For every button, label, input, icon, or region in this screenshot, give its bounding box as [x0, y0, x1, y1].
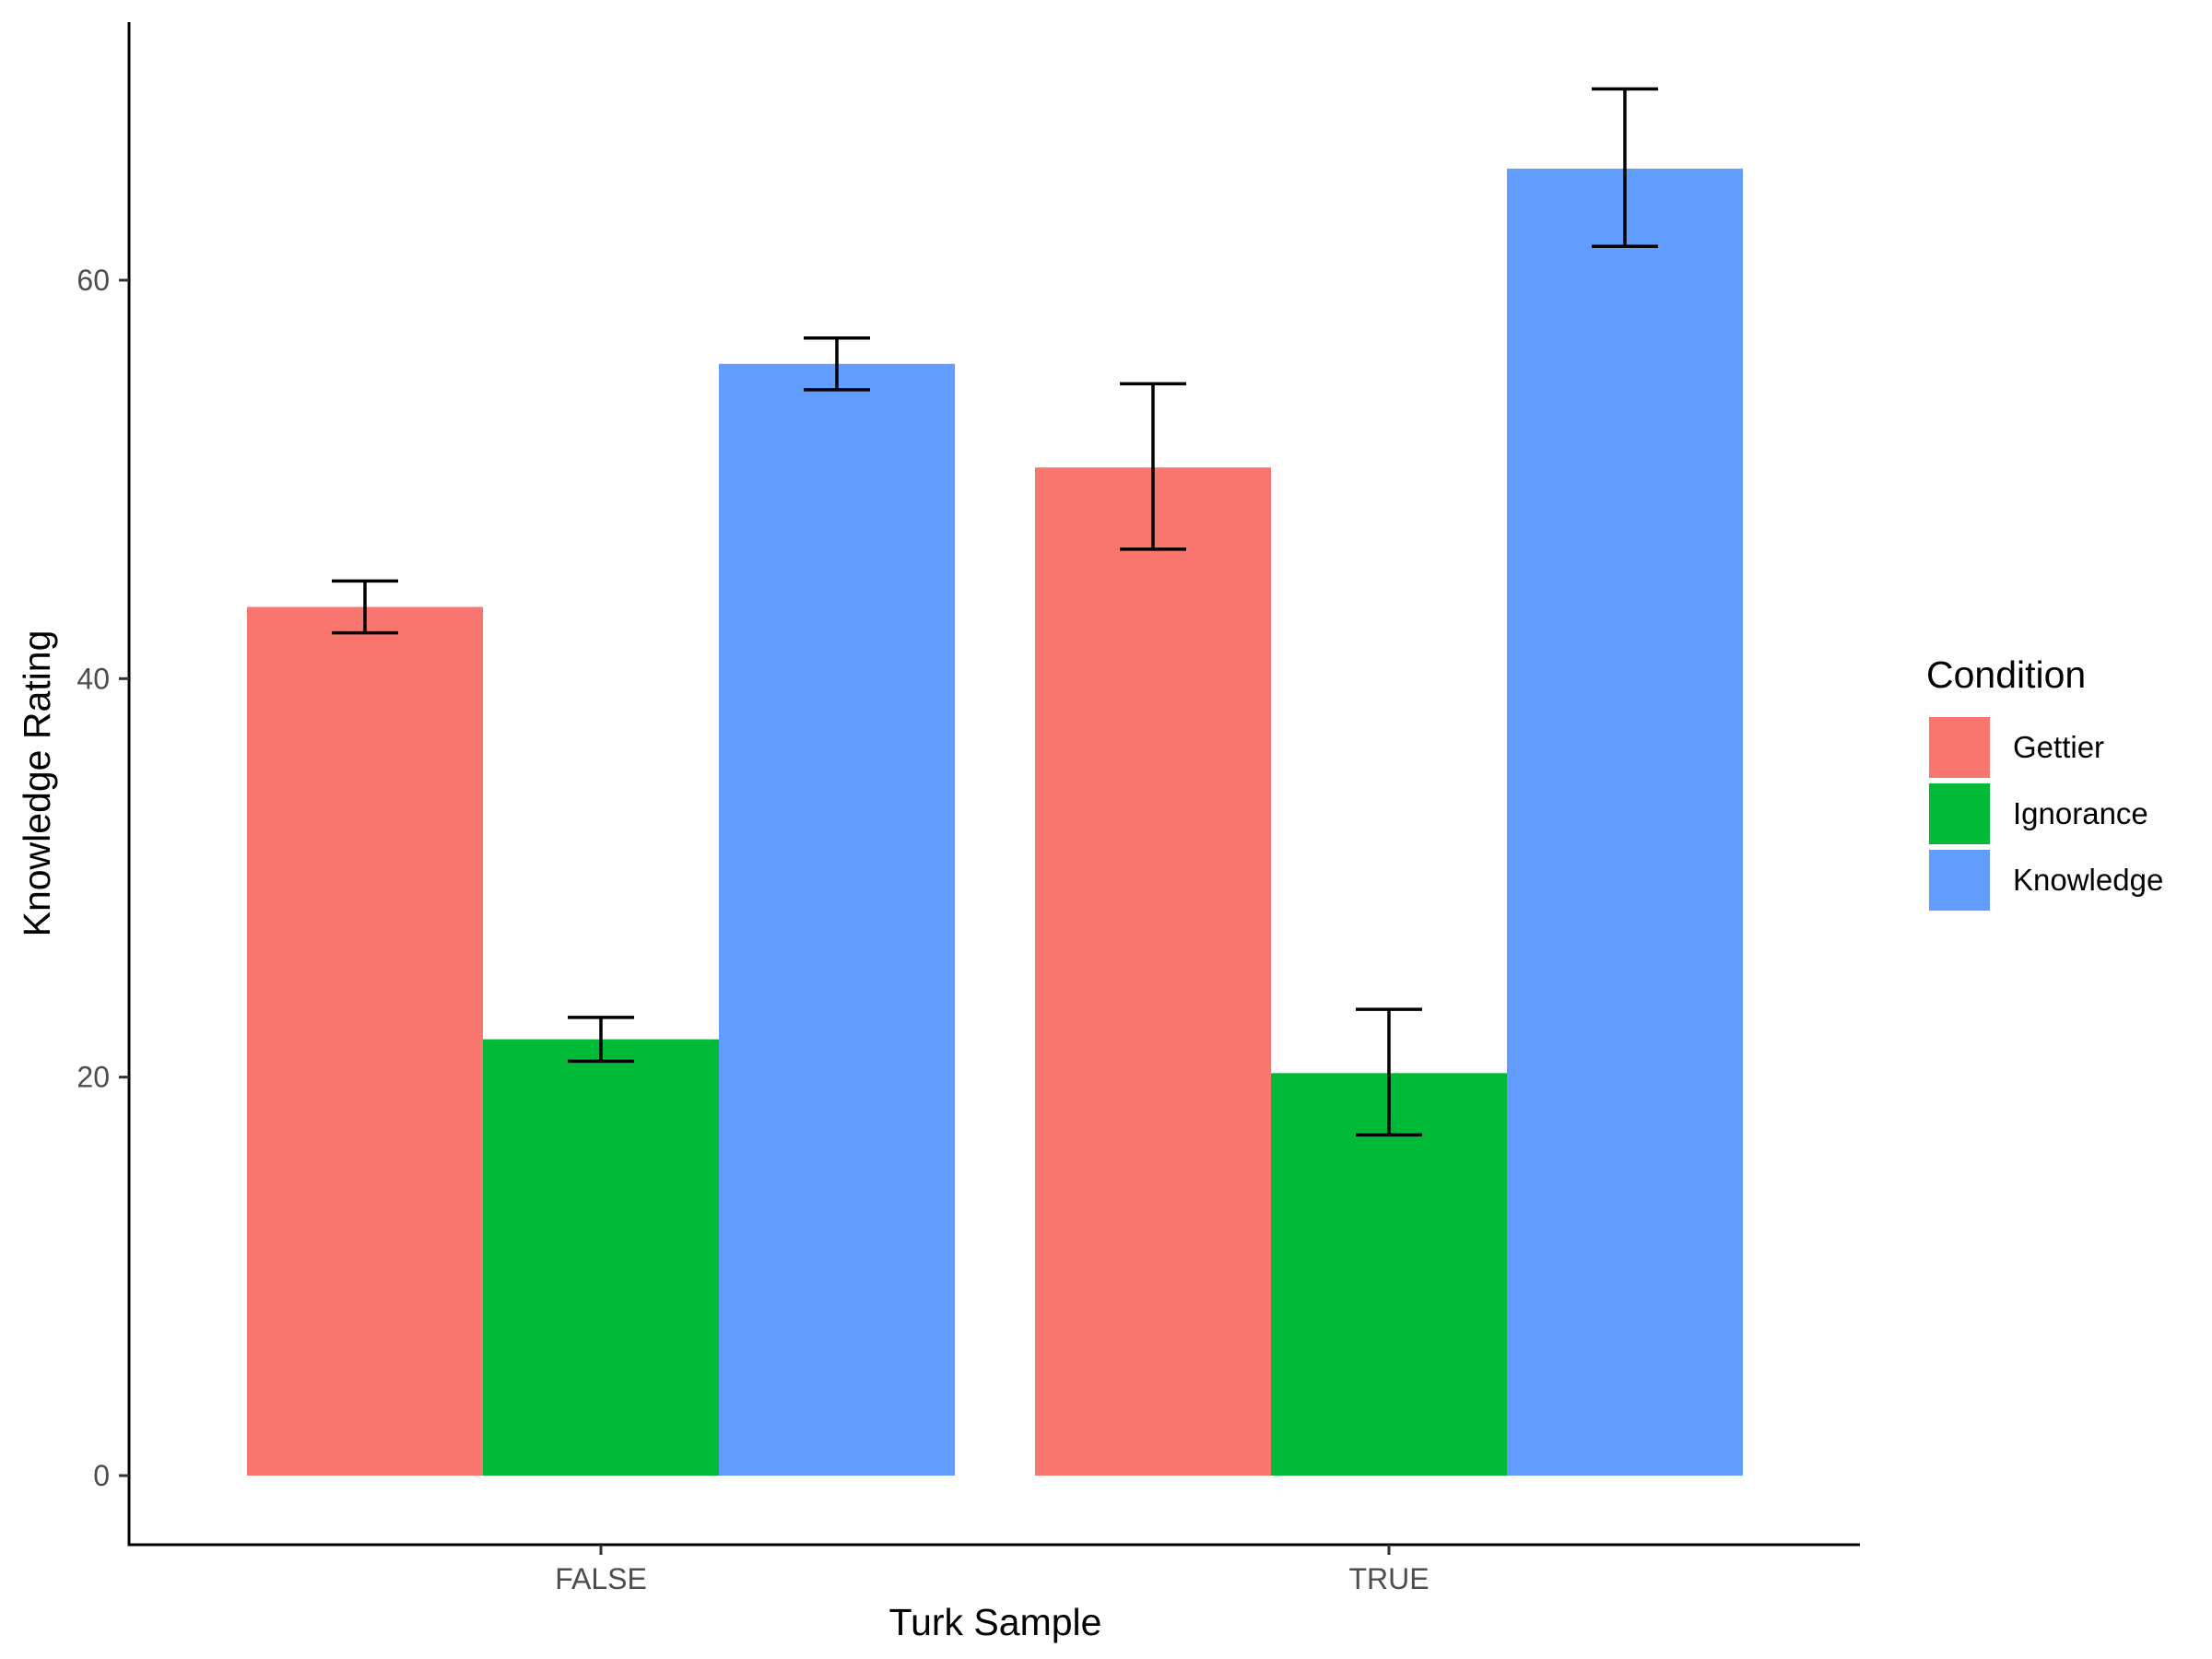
y-axis-title: Knowledge Rating [16, 630, 58, 937]
axes-layer [127, 22, 1860, 1547]
error-bar-ignorance-false [568, 1016, 634, 1064]
y-tick-label: 60 [76, 264, 110, 297]
x-tick-label: FALSE [555, 1562, 647, 1595]
bar-gettier-false [247, 606, 483, 1476]
x-ticks: FALSE TRUE [555, 1545, 1430, 1595]
bar-ignorance-true [1271, 1073, 1507, 1476]
bar-gettier-true [1035, 467, 1271, 1476]
error-bar-gettier-false [332, 579, 398, 635]
error-bar-knowledge-false [804, 335, 870, 392]
error-bar-ignorance-true [1356, 1007, 1422, 1137]
error-bar-gettier-true [1120, 382, 1186, 551]
y-tick-label: 0 [93, 1459, 110, 1492]
x-tick-label: TRUE [1348, 1562, 1429, 1595]
bar-knowledge-true [1507, 168, 1743, 1477]
y-ticks: 0 20 40 60 [76, 264, 129, 1492]
bar-ignorance-false [483, 1039, 719, 1476]
y-tick-label: 20 [76, 1061, 110, 1094]
error-bar-knowledge-true [1592, 87, 1658, 249]
legend-title: Condition [1926, 653, 2086, 696]
legend-label-gettier: Gettier [2013, 730, 2104, 764]
legend-label-ignorance: Ignorance [2013, 796, 2148, 830]
bars-layer [247, 168, 1743, 1477]
legend-key-gettier [1929, 717, 1990, 778]
legend-key-ignorance [1929, 783, 1990, 844]
x-axis-title: Turk Sample [889, 1601, 1102, 1643]
bar-knowledge-false [719, 363, 955, 1476]
legend-label-knowledge: Knowledge [2013, 863, 2163, 897]
legend-key-knowledge [1929, 850, 1990, 911]
legend: Condition Gettier Ignorance Knowledge [1926, 653, 2163, 911]
y-tick-label: 40 [76, 662, 110, 695]
error-bars-layer [332, 87, 1658, 1137]
